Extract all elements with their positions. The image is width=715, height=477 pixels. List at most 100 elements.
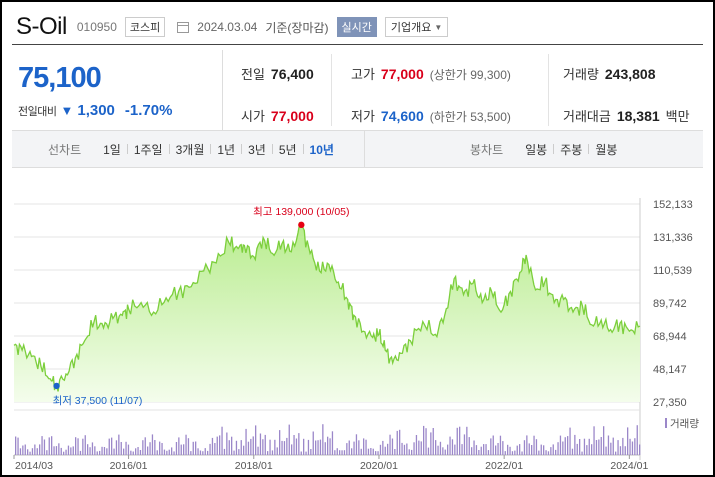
volume-bar — [271, 450, 274, 455]
volume-bar — [372, 448, 374, 455]
tab-separator — [588, 144, 590, 154]
chart-tabs: 선차트 1일 1주일 3개월 1년 3년 5년 10년 봉차트 일봉 주봉 월봉 — [12, 131, 703, 168]
market-badge: 코스피 — [124, 17, 166, 37]
company-overview-dropdown[interactable]: 기업개요 ▼ — [384, 17, 449, 37]
volume-bar — [46, 450, 48, 455]
volume-bar — [319, 439, 322, 455]
quote-date: 2024.03.04 — [197, 20, 258, 34]
volume-bar — [298, 433, 300, 455]
volume-bar — [96, 451, 98, 455]
company-logo[interactable]: S-Oil — [16, 13, 67, 40]
price-chart[interactable]: 152,133 131,336 110,539 89,742 68,944 48,147 2… — [12, 168, 707, 473]
tab-divider — [364, 131, 365, 167]
volume-bar — [65, 449, 67, 455]
volume-bar — [473, 440, 475, 455]
volume-bar — [365, 439, 367, 455]
volume-bar — [53, 446, 55, 455]
volume-bar — [399, 429, 401, 455]
volume-bar — [485, 444, 487, 455]
volume-bar — [202, 451, 204, 455]
tab-candle-2[interactable]: 주봉 — [560, 142, 583, 157]
tab-separator — [302, 144, 304, 154]
volume-bar — [511, 451, 514, 455]
volume-bar — [144, 437, 146, 455]
volume-bar — [159, 441, 161, 455]
volume-bar — [480, 446, 482, 455]
volume-bar — [286, 437, 288, 455]
volume-bar — [231, 436, 233, 455]
volume-bar — [627, 427, 629, 455]
volume-bar — [75, 437, 77, 455]
realtime-button[interactable]: 실시간 — [336, 17, 377, 37]
volume-bar — [444, 449, 446, 455]
volume-bar — [108, 438, 110, 455]
volume-bar — [624, 446, 626, 455]
tab-line-6[interactable]: 5년 — [278, 142, 297, 157]
volume-bar — [123, 448, 125, 455]
prev-close-label: 전일 — [241, 67, 265, 82]
volume-bar — [531, 445, 533, 455]
volume-bar — [34, 444, 36, 455]
price-area — [14, 223, 640, 402]
volume-bar — [312, 431, 314, 455]
tab-line-3[interactable]: 3개월 — [175, 142, 205, 157]
volume-bar — [425, 428, 427, 455]
volume-bar — [269, 439, 271, 455]
volume-bar — [574, 434, 576, 455]
volume-bar — [113, 448, 115, 455]
volume-bar — [327, 436, 329, 455]
volume-bar — [168, 449, 170, 455]
tab-candle-1[interactable]: 일봉 — [525, 142, 548, 157]
volume-bar — [250, 438, 252, 455]
tab-separator — [168, 144, 170, 154]
volume-bar — [490, 438, 492, 455]
volume-bar — [622, 437, 624, 455]
line-chart-tabs: 선차트 1일 1주일 3개월 1년 3년 5년 10년 — [48, 131, 340, 167]
volume-bar — [115, 440, 118, 455]
tab-line-1[interactable]: 1일 — [103, 142, 121, 157]
volume-bar — [581, 451, 583, 455]
volume-bar — [461, 444, 463, 455]
volume-bar — [459, 426, 461, 455]
change-label: 전일대비 — [18, 106, 57, 118]
volume-bar — [185, 434, 187, 455]
tab-line-5[interactable]: 3년 — [248, 142, 266, 157]
high-label: 고가 — [351, 67, 375, 82]
volume-bar — [89, 447, 91, 455]
volume-bar — [535, 439, 538, 455]
current-price: 75,100 — [18, 62, 102, 94]
quote-details: 전일 76,400 고가 77,000 (상한가 99,300) 거래량 243… — [223, 50, 703, 130]
tab-line-2[interactable]: 1주일 — [133, 142, 163, 157]
volume-bar — [163, 449, 166, 455]
tab-candle-3[interactable]: 월봉 — [595, 142, 618, 157]
volume-bar — [343, 450, 346, 455]
volume-bar — [603, 426, 605, 455]
volume-bar — [199, 450, 202, 455]
volume-bar — [384, 446, 386, 455]
volume-bar — [283, 441, 286, 455]
volume-bar — [629, 438, 631, 455]
volume-bar — [533, 435, 535, 455]
volume-bar — [183, 444, 185, 455]
header: S-Oil 010950 코스피 2024.03.04 기준(장마감) 실시간 … — [16, 12, 703, 42]
divider — [331, 54, 332, 126]
tab-line-4[interactable]: 1년 — [217, 142, 236, 157]
volume-bar — [310, 449, 312, 455]
trade-amount: 거래대금 18,381 백만 — [563, 106, 690, 125]
y-tick-label: 48,147 — [653, 364, 687, 376]
volume-bar — [336, 448, 338, 455]
volume-bar — [79, 450, 82, 455]
volume-bar — [300, 451, 302, 455]
volume-bar — [180, 444, 182, 455]
volume-bar — [132, 451, 134, 455]
volume-bar — [610, 442, 612, 455]
tab-line-7[interactable]: 10년 — [309, 142, 334, 157]
volume-bar — [240, 440, 242, 455]
volume-bar — [329, 438, 331, 455]
volume-bar — [595, 440, 598, 455]
volume-bar — [504, 451, 506, 455]
volume-bar — [387, 443, 389, 455]
volume-bar — [516, 445, 518, 455]
volume-bar — [454, 444, 456, 455]
